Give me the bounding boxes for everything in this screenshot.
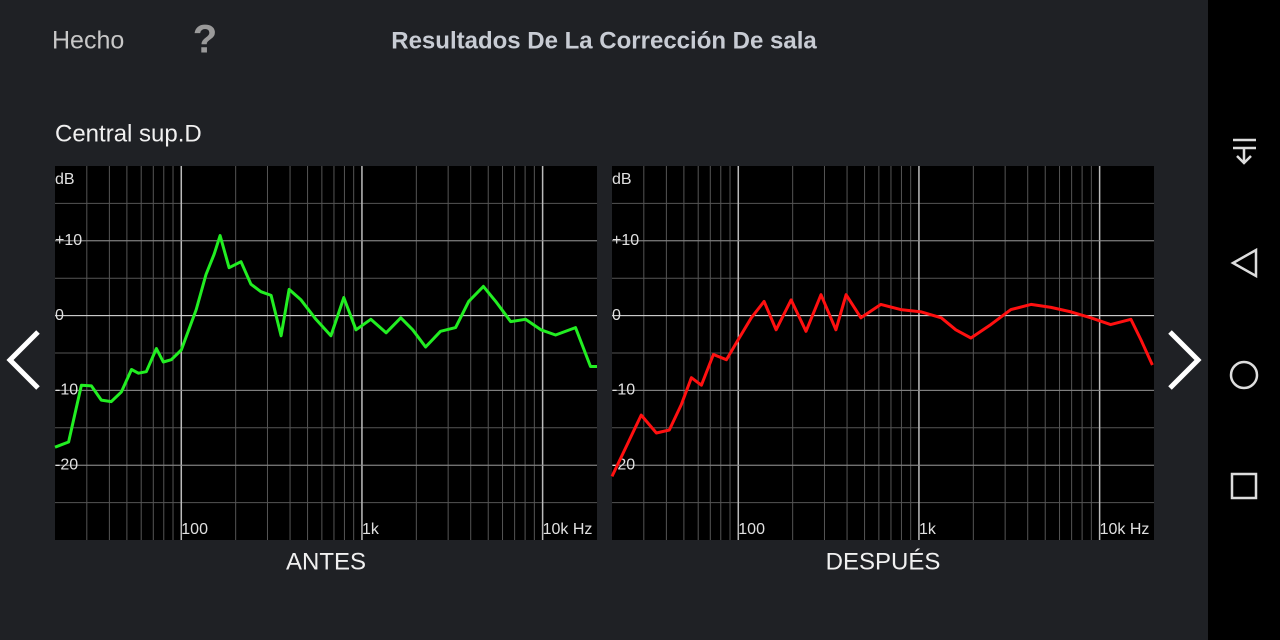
- y-tick-label: -10: [612, 382, 635, 399]
- x-tick-label: 100: [738, 521, 765, 538]
- y-tick-label: 0: [55, 307, 64, 324]
- y-tick-label: +10: [55, 232, 82, 249]
- nav-home[interactable]: [1229, 360, 1259, 390]
- help-button[interactable]: ?: [193, 18, 217, 62]
- y-tick-label: 0: [612, 307, 621, 324]
- y-axis-label: dB: [55, 171, 75, 188]
- nav-collapse[interactable]: [1233, 138, 1256, 165]
- chart-title: ANTES: [286, 548, 366, 575]
- nav-back[interactable]: [1230, 247, 1258, 279]
- y-tick-label: +10: [612, 232, 639, 249]
- response-curve: [54, 234, 597, 449]
- nav-bar: [1208, 0, 1280, 640]
- x-tick-label: 1k: [362, 521, 380, 538]
- x-tick-label: 10k Hz: [1100, 521, 1150, 538]
- chart-title: DESPUÉS: [826, 548, 941, 575]
- y-tick-label: -20: [612, 456, 635, 473]
- y-tick-label: -10: [55, 382, 78, 399]
- prev-arrow[interactable]: [6, 330, 40, 390]
- y-tick-label: -20: [55, 456, 78, 473]
- x-tick-label: 10k Hz: [543, 521, 593, 538]
- page-title: Resultados De La Corrección De sala: [391, 27, 817, 54]
- done-button[interactable]: Hecho: [52, 27, 124, 55]
- response-curve: [610, 293, 1154, 478]
- x-tick-label: 100: [181, 521, 208, 538]
- next-arrow[interactable]: [1168, 330, 1202, 390]
- speaker-name: Central sup.D: [55, 120, 202, 147]
- y-axis-label: dB: [612, 171, 632, 188]
- nav-recent[interactable]: [1230, 472, 1258, 500]
- x-tick-label: 1k: [919, 521, 937, 538]
